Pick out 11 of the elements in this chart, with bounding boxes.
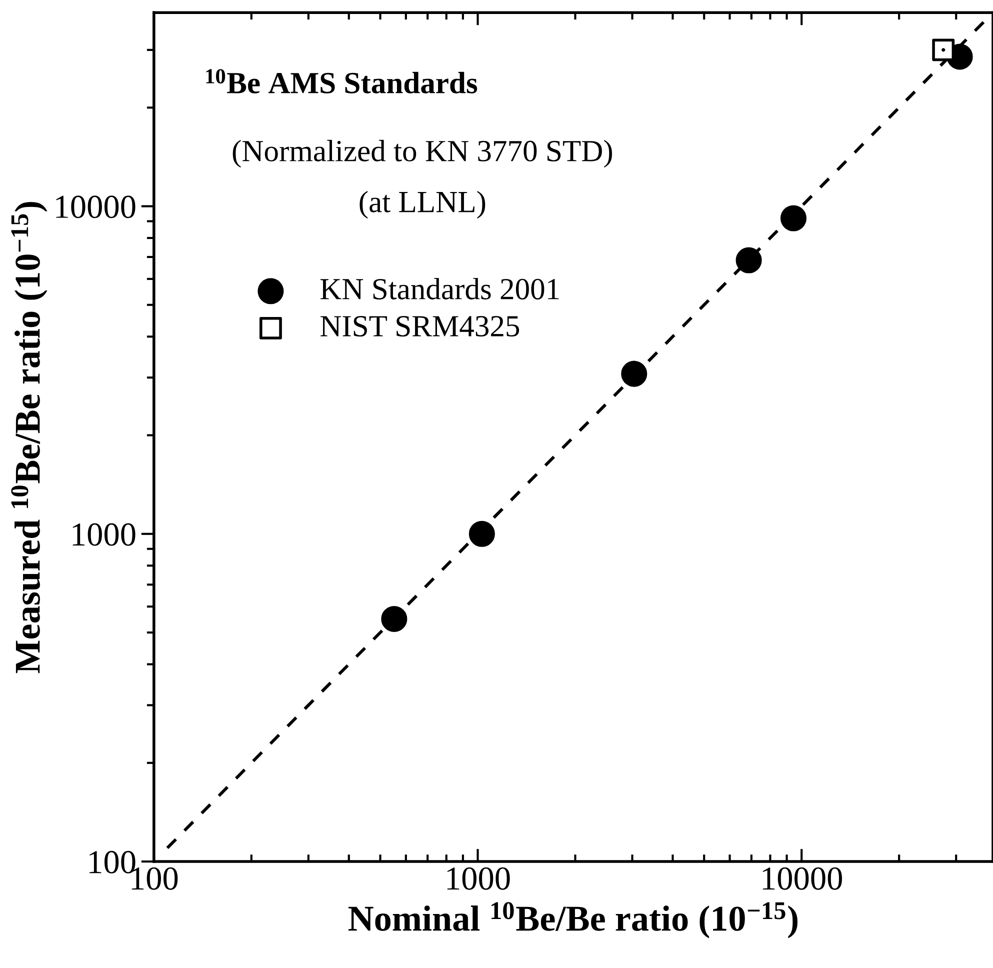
text: $^{10}$Be AMS Standards [206,69,478,94]
y-tick-label: 1000 [72,523,136,546]
x-tick-label: 1000 [447,867,510,890]
y-axis-title: Measured $^{10}$Be/Be ratio (10$^{−15}$) [11,202,48,674]
legend-label: KN Standards 2001 [320,278,559,300]
x-axis-title: Nominal $^{10}$Be/Be ratio (10$^{−15}$) [348,902,798,938]
y-tick-label: 10000 [56,196,136,218]
legend-label: NIST SRM4325 [320,316,520,337]
text: (Normalized to KN 3770 STD) [232,140,612,168]
x-tick-label: 10000 [762,867,842,890]
annotation: (at LLNL) [360,190,486,219]
